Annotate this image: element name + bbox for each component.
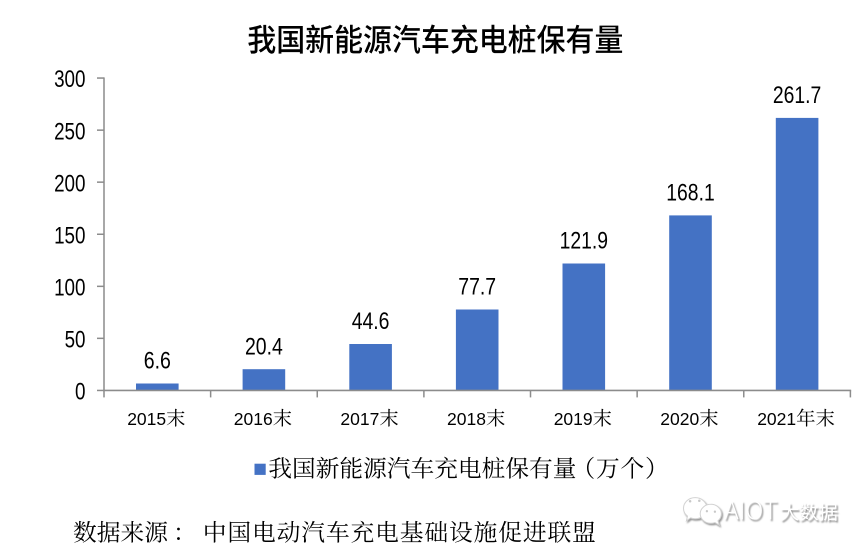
- svg-text:250: 250: [54, 118, 85, 145]
- svg-text:77.7: 77.7: [458, 274, 496, 301]
- svg-text:150: 150: [54, 222, 85, 249]
- svg-text:2015: 2015: [127, 409, 166, 429]
- svg-text:300: 300: [54, 66, 85, 93]
- svg-text:44.6: 44.6: [352, 308, 390, 335]
- svg-text:121.9: 121.9: [560, 228, 608, 255]
- svg-text:2018: 2018: [447, 409, 486, 429]
- svg-text:2017: 2017: [340, 409, 379, 429]
- svg-text:200: 200: [54, 170, 85, 197]
- svg-text:50: 50: [65, 327, 86, 354]
- svg-text:2016: 2016: [234, 409, 273, 429]
- svg-text:168.1: 168.1: [666, 180, 714, 207]
- svg-text:2019: 2019: [554, 409, 593, 429]
- svg-text:20.4: 20.4: [245, 333, 283, 360]
- svg-text:100: 100: [54, 275, 85, 302]
- svg-text:2021: 2021: [757, 409, 796, 429]
- svg-text:2020: 2020: [660, 409, 699, 429]
- svg-text:261.7: 261.7: [773, 82, 821, 109]
- svg-text:0: 0: [75, 379, 86, 406]
- svg-text:6.6: 6.6: [144, 348, 171, 375]
